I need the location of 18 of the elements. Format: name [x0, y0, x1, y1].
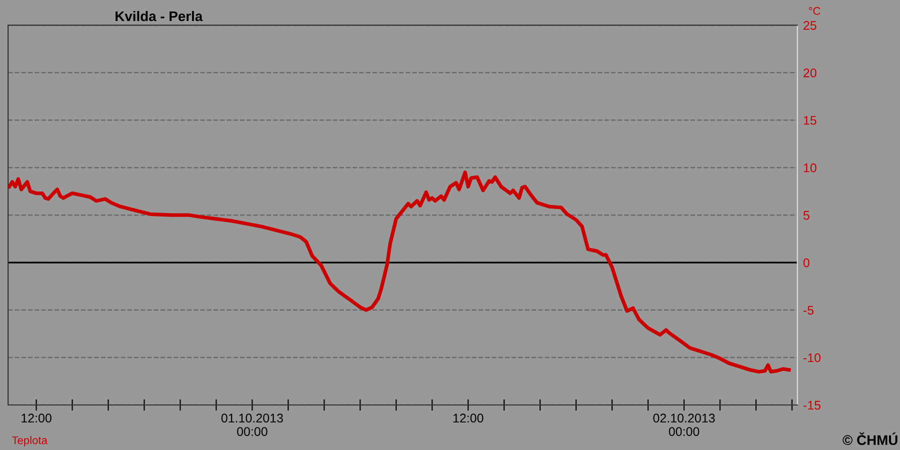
y-tick-label: -5: [804, 306, 814, 315]
y-tick-label: 15: [804, 116, 816, 125]
y-axis-title: °C: [808, 7, 820, 15]
x-tick-label: 12:00: [22, 414, 52, 423]
x-tick-label: 01.10.2013 00:00: [221, 414, 283, 436]
x-tick-label: 02.10.2013 00:00: [653, 414, 715, 436]
line-series: [8, 170, 791, 374]
text: Teplota: [12, 436, 48, 446]
y-tick-label: 5: [803, 211, 810, 220]
y-tick-label: 0: [803, 258, 810, 268]
y-tick-label: 25: [804, 21, 816, 30]
y-tick-label: -10: [804, 353, 821, 362]
x-tick-label: 12:00: [453, 414, 484, 423]
y-tick-label: 10: [804, 163, 816, 172]
chart-title: Kvilda - Perla: [116, 10, 203, 22]
y-tick-label: -15: [804, 400, 820, 410]
text: © ČHMÚ: [842, 432, 898, 446]
y-tick-label: 20: [804, 68, 816, 78]
